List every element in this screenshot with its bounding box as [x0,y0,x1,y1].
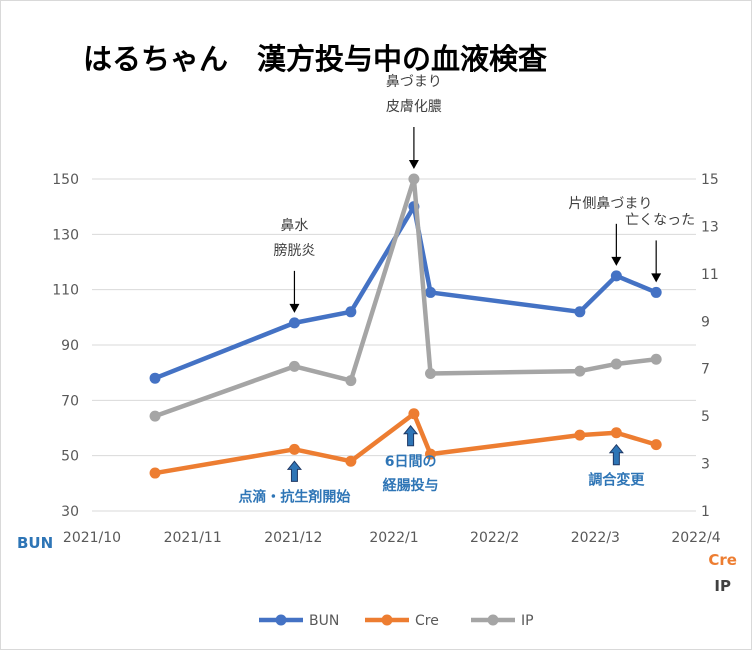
series-point-ip [425,367,437,379]
annotation-text: 鼻水 [280,217,308,234]
series-line-ip [152,176,659,419]
y-right-tick-label: 5 [701,409,710,425]
series-line-cre [152,411,659,476]
annotation-text: 亡くなった [625,212,695,228]
y-right-tick-label: 7 [701,362,710,378]
annotation-text: 皮膚化膿 [386,99,442,115]
x-tick-label: 2021/12 [264,530,322,546]
y-left-axis-label: BUN [17,534,53,552]
annotation-arrow-head [651,273,662,283]
legend-label-ip: IP [521,613,534,629]
annotation-arrow-head [408,160,419,169]
legend-marker-cre [381,614,393,626]
annotation-text: 膀胱炎 [273,242,315,259]
series-point-bun [650,286,662,298]
y-left-tick-label: 150 [52,172,79,188]
y-left-tick-label: 30 [61,504,79,520]
y-left-tick-label: 90 [61,338,79,354]
series-point-ip [345,375,357,387]
legend-label-bun: BUN [309,613,339,629]
series-line-bun [152,204,659,381]
series-point-ip [574,365,586,377]
annotation-arrow-head [289,303,300,313]
series-point-bun [288,317,300,329]
legend-marker-bun [275,614,287,626]
annotation-up-arrow [403,424,419,447]
y-right-tick-label: 1 [701,504,710,520]
legend-label-cre: Cre [415,613,439,629]
series-point-cre [574,429,586,441]
series-point-cre [408,408,420,420]
y-right-tick-label: 3 [701,457,710,473]
series-point-cre [345,455,357,467]
series-point-bun [574,306,586,318]
x-tick-label: 2022/4 [671,530,720,546]
chart-title: はるちゃん 漢方投与中の血液検査 [83,42,547,76]
y-right-axis-label-ip: IP [714,577,731,595]
x-tick-label: 2021/10 [63,530,121,546]
annotation-up-arrow [286,460,302,482]
series-point-ip [288,360,300,372]
y-right-tick-label: 9 [701,314,710,330]
annotation-note: 経腸投与 [383,477,439,494]
series-point-bun [149,372,161,384]
series-point-bun [425,286,437,298]
x-tick-label: 2022/2 [470,530,519,546]
series-point-cre [288,443,300,455]
series-point-ip [650,353,662,365]
annotation-note: 調合変更 [588,472,645,489]
y-left-tick-label: 110 [52,283,79,299]
y-right-axis-label-cre: Cre [708,551,737,569]
series-point-ip [408,173,420,185]
series-point-cre [425,448,437,460]
y-right-tick-label: 15 [701,172,719,188]
x-tick-label: 2022/1 [369,530,418,546]
series-point-ip [610,358,622,370]
y-right-tick-label: 13 [701,219,719,235]
series-point-cre [149,467,161,479]
y-left-tick-label: 50 [61,449,79,465]
y-left-tick-label: 70 [61,393,79,409]
annotation-text: 片側鼻づまり [568,195,652,212]
annotation-note: 6日間の [385,454,437,470]
series-point-bun [345,306,357,318]
y-left-tick-label: 130 [52,227,79,243]
x-tick-label: 2022/3 [571,530,620,546]
series-point-cre [610,427,622,439]
series-point-ip [149,410,161,422]
series-point-bun [610,270,622,282]
legend-marker-ip [487,614,499,626]
annotation-up-arrow [608,443,624,466]
series-point-cre [650,439,662,451]
y-right-tick-label: 11 [701,267,719,283]
annotation-text: 鼻づまり [386,73,442,90]
x-tick-label: 2021/11 [164,530,222,546]
annotation-note: 点滴・抗生剤開始 [238,488,350,505]
annotation-arrow-head [611,256,622,266]
